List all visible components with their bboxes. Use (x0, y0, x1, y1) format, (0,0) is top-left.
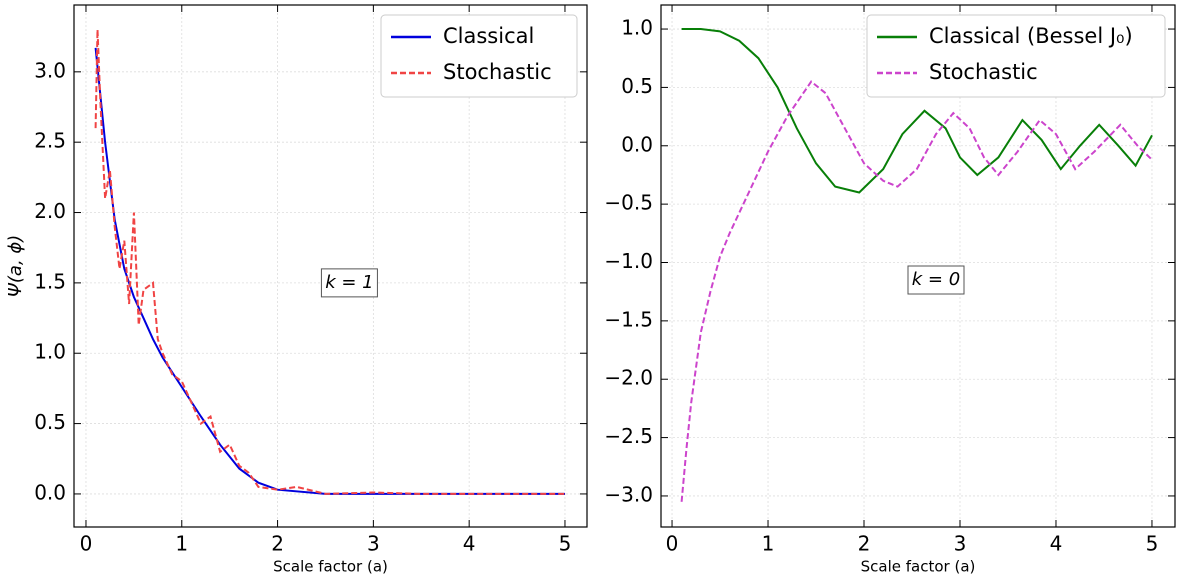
y-tick-label: 2.5 (34, 129, 66, 153)
y-tick-label: 0.0 (34, 480, 66, 504)
y-tick-label: −0.5 (604, 191, 653, 215)
legend-label: Stochastic (443, 60, 552, 84)
legend-label: Classical (443, 24, 534, 48)
x-tick-label: 3 (367, 532, 380, 556)
x-axis-label: Scale factor (a) (273, 558, 388, 576)
annotation-box (320, 268, 378, 298)
x-tick-label: 1 (175, 532, 188, 556)
y-tick-label: 1.0 (34, 340, 66, 364)
x-tick-label: 3 (954, 532, 967, 556)
legend-box (866, 14, 1166, 98)
y-tick-label: 0.5 (34, 410, 66, 434)
annotation-box (907, 265, 965, 295)
y-tick-label: −3.0 (604, 482, 653, 506)
y-tick-label: −2.0 (604, 366, 653, 390)
y-tick-label: 1.0 (621, 16, 653, 40)
legend-label: Classical (Bessel J₀) (929, 24, 1133, 48)
x-tick-label: 0 (666, 532, 679, 556)
series-line (680, 80, 1153, 502)
plot-frame (660, 4, 1176, 528)
x-tick-label: 0 (80, 532, 93, 556)
x-tick-label: 5 (1146, 532, 1159, 556)
y-tick-label: 0.0 (621, 132, 653, 156)
y-tick-label: 1.5 (34, 269, 66, 293)
x-tick-label: 5 (559, 532, 572, 556)
annotation: k = 0 (912, 269, 960, 290)
x-tick-label: 4 (1050, 532, 1063, 556)
series-line (94, 29, 565, 495)
y-tick-label: 2.0 (34, 199, 66, 223)
plot-frame (73, 4, 588, 528)
y-axis-label: Ψ(a, ϕ) (5, 235, 26, 298)
y-tick-label: −1.5 (604, 307, 653, 331)
y-tick-label: −2.5 (604, 424, 653, 448)
x-tick-label: 2 (858, 532, 871, 556)
x-tick-label: 1 (762, 532, 775, 556)
y-tick-label: −1.0 (604, 249, 653, 273)
legend-label: Stochastic (929, 60, 1038, 84)
series-line (681, 28, 1153, 194)
legend-box (380, 14, 578, 98)
annotation: k = 1 (325, 272, 373, 293)
x-axis-label: Scale factor (a) (861, 558, 976, 576)
y-tick-label: 3.0 (34, 58, 66, 82)
y-tick-label: 0.5 (621, 74, 653, 98)
x-tick-label: 4 (463, 532, 476, 556)
x-tick-label: 2 (271, 532, 284, 556)
